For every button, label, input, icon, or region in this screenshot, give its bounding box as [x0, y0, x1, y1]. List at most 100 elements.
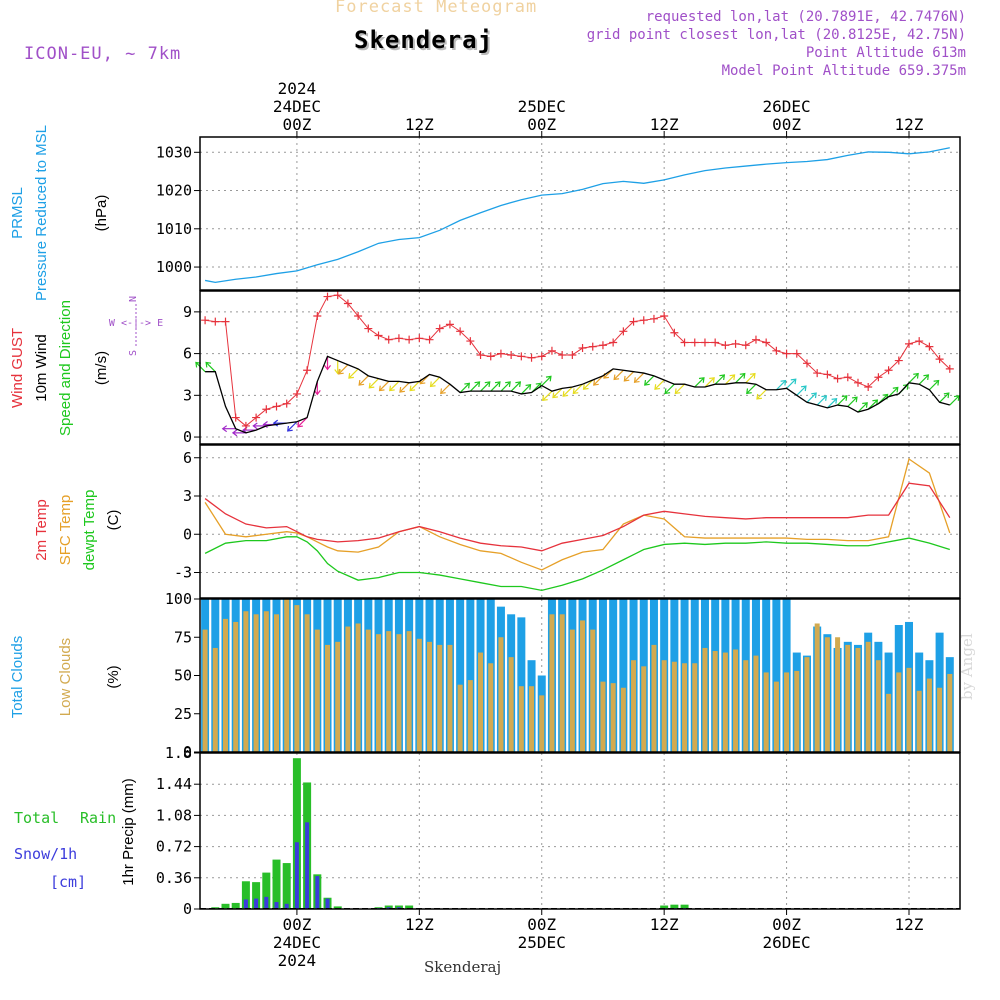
y-tick-label: 3	[183, 386, 192, 404]
time-label-top: 25DEC	[518, 97, 566, 116]
wind-gust-marker	[792, 349, 801, 358]
wind-arrow	[714, 374, 725, 385]
low-cloud-bar	[814, 623, 820, 752]
y-tick-label: 1.08	[156, 806, 192, 824]
total-clouds-label: Total Clouds	[9, 636, 26, 719]
low-cloud-bar	[304, 614, 310, 752]
wind-unit: (m/s)	[93, 351, 110, 385]
wind-gust-marker	[466, 337, 475, 346]
low-cloud-bar	[671, 661, 677, 752]
wind-arrow	[847, 396, 858, 407]
rain-bar	[272, 859, 281, 909]
wind-arrow-head	[231, 429, 238, 437]
wind-gust-marker	[282, 399, 291, 408]
point-altitude: Point Altitude 613m	[805, 45, 966, 61]
wind-arrow-head	[953, 395, 960, 401]
rain-bar	[333, 906, 342, 909]
snow-bar	[254, 898, 259, 909]
footer-station: Skenderaj	[424, 958, 502, 976]
wind-speed-line	[205, 355, 950, 434]
wind-arrow	[928, 380, 940, 391]
low-cloud-bar	[906, 667, 912, 752]
wind-gust-marker	[568, 350, 577, 359]
wind-arrow	[480, 381, 491, 392]
y-tick-label: 1.44	[156, 775, 192, 793]
wind-arrow	[704, 377, 715, 388]
total-precip-label: Total	[14, 809, 59, 827]
wind-arrow	[664, 383, 675, 394]
y-tick-label: 6	[183, 345, 192, 363]
wind-gust-marker	[884, 366, 893, 375]
wind-arrow	[939, 392, 950, 403]
wind-gust-marker	[323, 292, 332, 301]
low-cloud-bar	[886, 693, 892, 752]
rain-bar	[262, 872, 271, 909]
wind-arrow	[297, 417, 308, 428]
wind-dir-label: Speed and Direction	[57, 300, 74, 436]
time-label-bottom: 12Z	[895, 915, 924, 934]
wind-arrow-head	[664, 388, 671, 395]
wind-gust-marker	[303, 366, 312, 375]
y-tick-label: 1010	[156, 220, 192, 238]
y-tick-label: 100	[165, 590, 192, 608]
panel-frame-clouds	[199, 598, 961, 753]
y-tick-label: 9	[183, 303, 192, 321]
low-cloud-bar	[641, 666, 647, 752]
wind-arrow-head	[324, 365, 331, 371]
wind-gust-marker	[425, 335, 434, 344]
wind-arrow-head	[756, 393, 763, 400]
snow-bar	[294, 842, 299, 909]
wind-arrow-head	[545, 375, 552, 382]
panel-frame-precip	[199, 752, 961, 910]
wind-arrow	[806, 392, 817, 403]
y-tick-label: 75	[174, 628, 192, 646]
low-cloud-bar	[916, 690, 922, 752]
low-cloud-bar	[682, 663, 688, 752]
wind-gust-marker	[762, 338, 771, 347]
wind-gust-marker	[598, 341, 607, 350]
wind-arrow-head	[719, 374, 726, 381]
wind-gust-marker	[660, 312, 669, 321]
wind-arrow-head	[409, 385, 416, 392]
y-tick-label: 1020	[156, 182, 192, 200]
low-cloud-bar	[396, 634, 402, 752]
wind-gust-marker	[435, 324, 444, 333]
wind-gust-marker	[782, 349, 791, 358]
time-label-bottom: 00Z	[527, 915, 556, 934]
time-label-top: 00Z	[527, 115, 556, 134]
wind-gust-marker	[354, 312, 363, 321]
temp-line-dewpt	[204, 536, 950, 592]
wind-arrow-head	[440, 388, 446, 395]
low-cloud-bar	[406, 631, 412, 752]
wind-arrow-head	[780, 379, 787, 386]
low-cloud-bar	[263, 611, 269, 752]
wind-arrow	[552, 387, 563, 398]
wind-gust-marker	[925, 342, 934, 351]
wind-gust-marker	[415, 334, 424, 343]
low-cloud-bar	[314, 629, 320, 752]
low-cloud-bar	[488, 663, 494, 752]
low-cloud-bar	[559, 614, 565, 752]
tsfc-label: SFC Temp	[57, 495, 74, 566]
wind-arrow	[583, 379, 594, 390]
wind-arrow-head	[297, 421, 303, 428]
wind-arrow	[338, 364, 349, 375]
wind-arrow-head	[464, 382, 471, 389]
snow-label: Snow/1h	[14, 845, 77, 863]
wind-arrow-head	[525, 384, 532, 390]
low-cloud-bar	[590, 629, 596, 752]
y-tick-label: 1000	[156, 258, 192, 276]
total-cloud-bar	[609, 599, 618, 752]
wind-gust-marker	[833, 374, 842, 383]
wind-arrow-head	[623, 375, 630, 382]
low-cloud-bar	[202, 629, 208, 752]
low-cloud-bar	[355, 623, 361, 752]
low-cloud-bar	[763, 672, 769, 752]
low-cloud-bar	[447, 644, 453, 752]
y-tick-label: 0.36	[156, 869, 192, 887]
meteogram-subtitle: Forecast Meteogram	[335, 0, 538, 17]
wind-arrow-head	[287, 425, 293, 432]
pressure-label-full: Pressure Reduced to MSL	[33, 125, 50, 301]
y-tick-label: 3	[183, 487, 192, 505]
